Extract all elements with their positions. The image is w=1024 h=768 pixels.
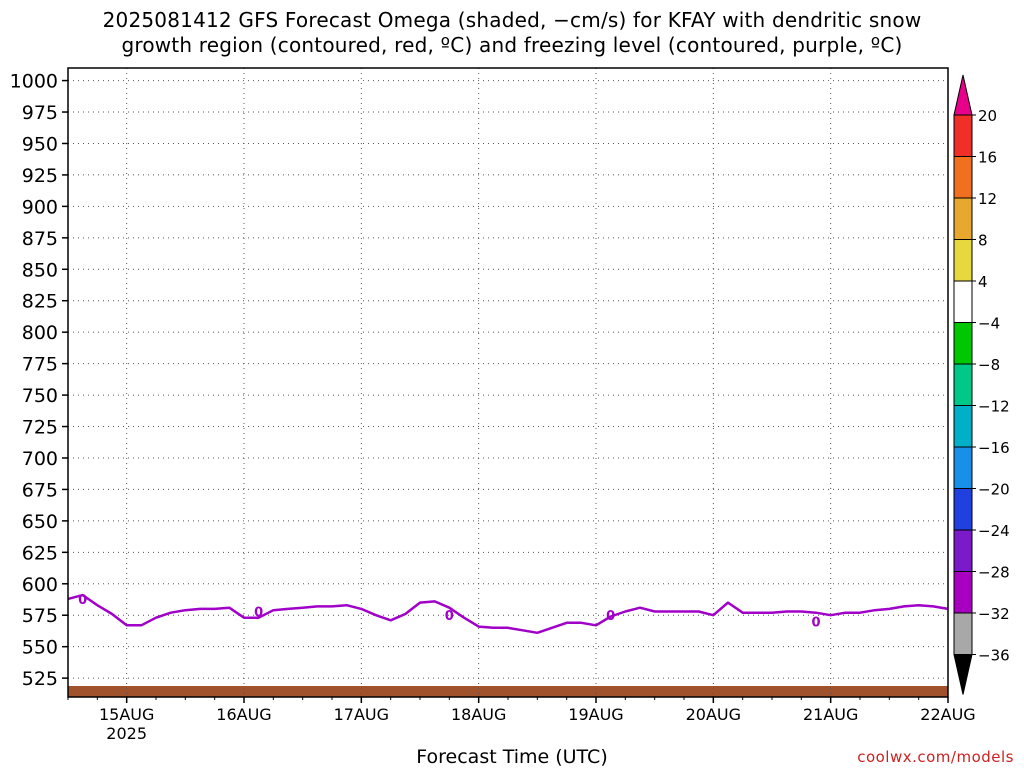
y-tick-label: 550 [22, 637, 58, 659]
colorbar-box [953, 446, 973, 489]
colorbar-box [953, 322, 973, 365]
x-axis-title: Forecast Time (UTC) [416, 746, 608, 768]
y-tick-label: 950 [22, 133, 58, 155]
colorbar-label: −36 [978, 647, 1010, 665]
x-tick-label: 20AUG [686, 705, 741, 724]
colorbar-box [953, 529, 973, 572]
freezing-level-line [67, 593, 949, 635]
y-tick-label: 875 [22, 228, 58, 250]
colorbar-box [953, 239, 973, 282]
colorbar: 20 16 12 8 4 −4 −8 −12 −16 −20 −24 −28 −32 −36 [953, 74, 1010, 695]
colorbar-box [953, 114, 973, 157]
freezing-level-label: 0 [78, 593, 87, 608]
colorbar-label: −24 [978, 522, 1010, 540]
y-tick-label: 825 [22, 291, 58, 313]
y-tick-label: 1000 [10, 71, 58, 93]
y-axis-ticks: 525 550 575 600 625 650 675 700 725 750 775 800 825 8… [10, 71, 68, 690]
x-tick-label: 15AUG [99, 705, 154, 724]
watermark: coolwx.com/models [857, 748, 1014, 766]
x-tick-label: 17AUG [334, 705, 389, 724]
y-tick-label: 800 [22, 322, 58, 344]
colorbar-label: 4 [978, 273, 988, 291]
freezing-level-label: 0 [254, 605, 263, 620]
colorbar-box [953, 405, 973, 448]
x-tick-label: 21AUG [803, 705, 858, 724]
colorbar-label: −12 [978, 398, 1010, 416]
ground-band [68, 686, 948, 697]
colorbar-box [953, 280, 973, 323]
x-tick-label: 22AUG [920, 705, 975, 724]
colorbar-label: −16 [978, 439, 1010, 457]
freezing-level-label: 0 [445, 609, 454, 624]
x-tick-label: 19AUG [568, 705, 623, 724]
y-tick-label: 600 [22, 574, 58, 596]
colorbar-box [953, 156, 973, 199]
colorbar-label: 8 [978, 232, 988, 250]
plot-frame [67, 67, 949, 698]
freezing-level-contour: 0 0 0 0 0 [67, 593, 949, 635]
y-tick-label: 925 [22, 165, 58, 187]
grid-lines [68, 68, 948, 697]
colorbar-label: 20 [978, 107, 997, 125]
y-tick-label: 625 [22, 542, 58, 564]
y-tick-label: 725 [22, 417, 58, 439]
freezing-level-label: 0 [606, 609, 615, 624]
chart-title-line-1: 2025081412 GFS Forecast Omega (shaded, −… [102, 8, 922, 32]
y-tick-label: 525 [22, 668, 58, 690]
y-tick-label: 775 [22, 354, 58, 376]
y-tick-label: 975 [22, 102, 58, 124]
y-tick-label: 575 [22, 605, 58, 627]
y-tick-label: 650 [22, 511, 58, 533]
colorbar-top-arrow [953, 74, 973, 116]
colorbar-box [953, 197, 973, 240]
x-axis-ticks: 15AUG 16AUG 17AUG 18AUG 19AUG 20AUG 21AUG 22AUG… [67, 697, 976, 743]
y-tick-label: 850 [22, 259, 58, 281]
y-tick-label: 675 [22, 479, 58, 501]
x-tick-label: 18AUG [451, 705, 506, 724]
freezing-level-label: 0 [811, 616, 820, 631]
y-tick-label: 900 [22, 196, 58, 218]
colorbar-label: 16 [978, 149, 997, 167]
y-tick-label: 750 [22, 385, 58, 407]
colorbar-label: 12 [978, 190, 997, 208]
x-tick-label: 16AUG [216, 705, 271, 724]
colorbar-box [953, 612, 973, 655]
chart-title-line-2: growth region (contoured, red, ºC) and f… [121, 33, 903, 57]
colorbar-label: −4 [978, 315, 1000, 333]
colorbar-box [953, 363, 973, 406]
colorbar-label: −28 [978, 564, 1010, 582]
ground-layer [68, 686, 948, 697]
colorbar-label: −32 [978, 605, 1010, 623]
y-tick-label: 700 [22, 448, 58, 470]
colorbar-box [953, 571, 973, 614]
colorbar-bottom-arrow [953, 654, 973, 695]
colorbar-label: −20 [978, 481, 1010, 499]
colorbar-box [953, 488, 973, 531]
year-label: 2025 [106, 724, 147, 743]
colorbar-label: −8 [978, 356, 1000, 374]
